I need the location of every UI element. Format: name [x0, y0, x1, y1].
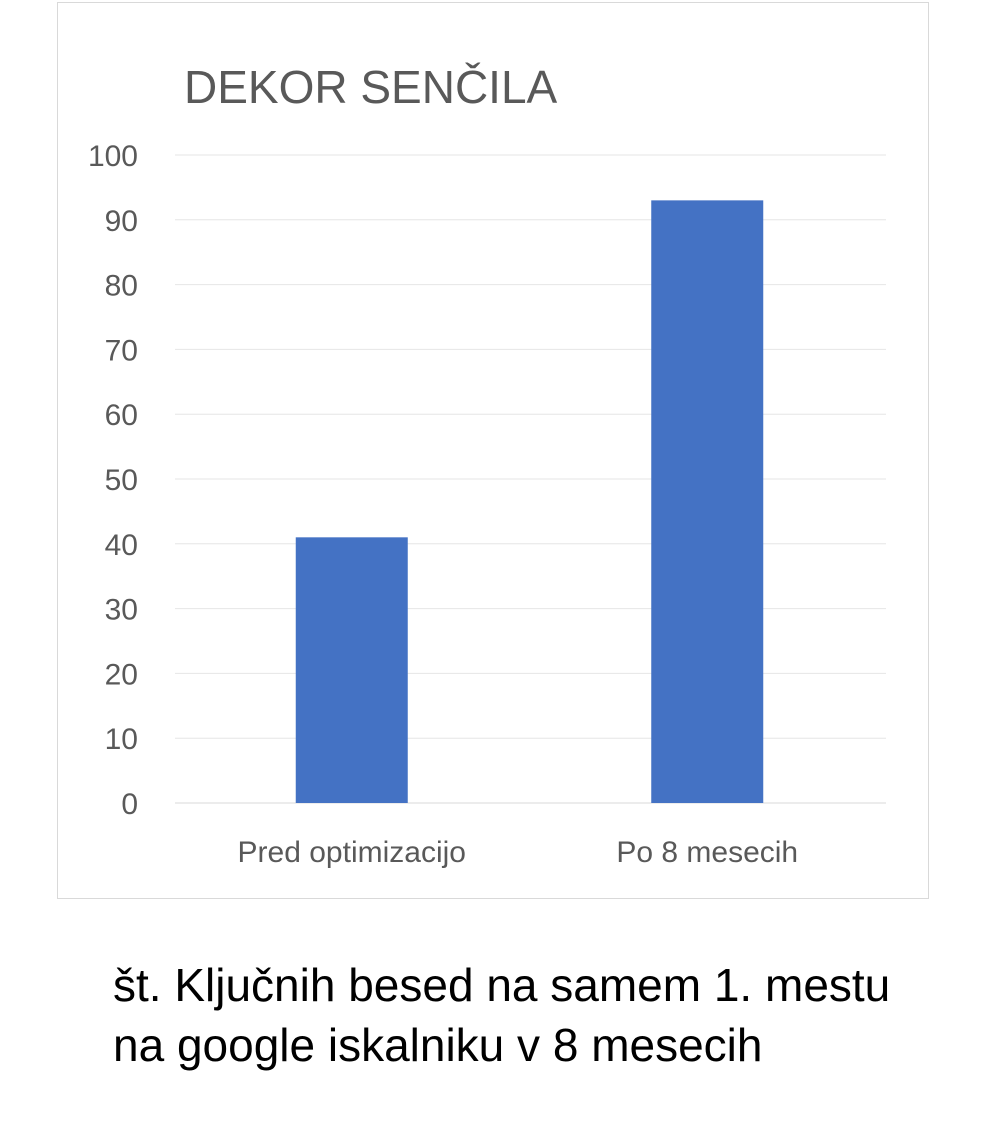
bars: [295, 200, 764, 804]
y-tick-label: 50: [105, 464, 138, 497]
y-tick-label: 90: [105, 205, 138, 238]
bar: [295, 537, 408, 803]
y-tick-label: 0: [121, 788, 138, 821]
bar-chart: DEKOR SENČILA 0 10 20 30 40 50 60 70 80 90 100 Pre…: [88, 61, 886, 869]
y-axis-ticks: 0 10 20 30 40 50 60 70 80 90 100: [88, 140, 138, 821]
y-tick-label: 100: [88, 140, 138, 173]
x-tick-label: Pred optimizacijo: [238, 836, 466, 869]
y-tick-label: 30: [105, 594, 138, 627]
y-tick-label: 20: [105, 658, 138, 691]
x-tick-label: Po 8 mesecih: [616, 836, 798, 869]
y-tick-label: 40: [105, 529, 138, 562]
chart-frame: [57, 2, 929, 899]
y-tick-label: 80: [105, 270, 138, 303]
y-tick-label: 60: [105, 399, 138, 432]
y-tick-label: 10: [105, 723, 138, 756]
caption-line-2: na google iskalniku v 8 mesecih: [113, 1019, 763, 1071]
chart-caption: št. Ključnih besed na samem 1. mestu na …: [113, 955, 973, 1075]
chart-title: DEKOR SENČILA: [184, 61, 558, 113]
x-axis-ticks: Pred optimizacijo Po 8 mesecih: [238, 836, 799, 869]
caption-line-1: št. Ključnih besed na samem 1. mestu: [113, 959, 891, 1011]
bar: [651, 200, 764, 804]
gridlines: [175, 154, 886, 804]
y-tick-label: 70: [105, 334, 138, 367]
